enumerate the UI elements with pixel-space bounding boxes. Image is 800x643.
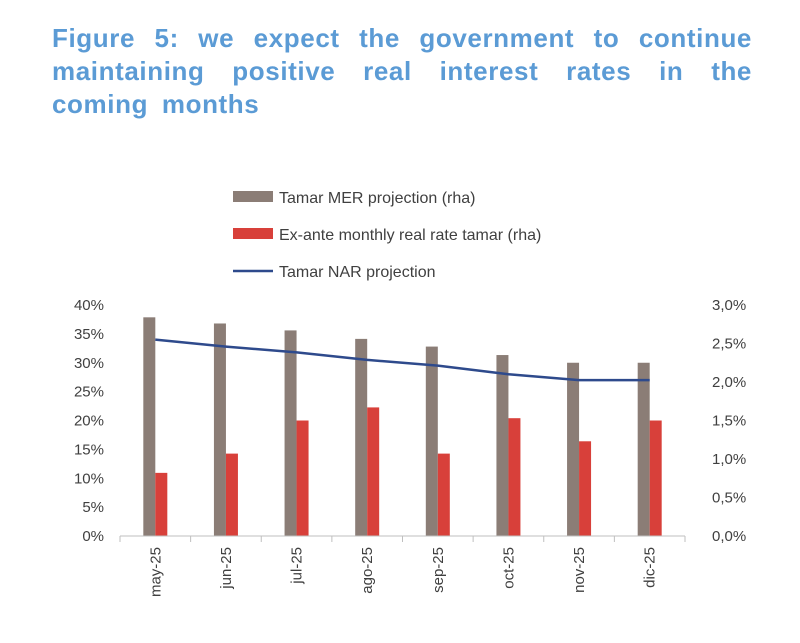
bar-ex-ante-oct-25 xyxy=(508,418,521,536)
bar-ex-ante-jun-25 xyxy=(225,453,238,536)
bar-ex-ante-sep-25 xyxy=(437,453,450,536)
bar-mer-oct-25 xyxy=(496,355,509,536)
x-tick-label: jul-25 xyxy=(289,547,306,585)
bar-mer-nov-25 xyxy=(567,362,580,536)
bar-ex-ante-ago-25 xyxy=(367,407,380,536)
right-tick-label: 3,0% xyxy=(712,297,746,314)
x-tick-label: jun-25 xyxy=(218,547,235,590)
legend-swatch-1 xyxy=(233,191,273,202)
chart-legend: Tamar MER projection (rha) Ex-ante monthl… xyxy=(233,190,541,281)
left-tick-label: 10% xyxy=(74,470,104,487)
right-tick-label: 1,5% xyxy=(712,413,746,430)
legend-label-3: Tamar NAR projection xyxy=(279,264,436,281)
left-tick-label: 35% xyxy=(74,326,104,343)
bar-ex-ante-may-25 xyxy=(155,472,168,536)
right-tick-label: 0,5% xyxy=(712,490,746,507)
right-tick-label: 2,5% xyxy=(712,336,746,353)
x-axis: may-25 jun-25 jul-25 ago-25 sep-25 oct-25 nov-… xyxy=(119,535,686,597)
line-series xyxy=(155,338,650,382)
x-tick-label: may-25 xyxy=(147,547,164,597)
bar-ex-ante-nov-25 xyxy=(579,441,592,536)
legend-label-2: Ex-ante monthly real rate tamar (rha) xyxy=(279,227,541,244)
x-tick-label: sep-25 xyxy=(430,547,447,593)
bar-mer-sep-25 xyxy=(425,346,438,536)
x-tick-label: dic-25 xyxy=(642,547,659,588)
bar-ex-ante-dic-25 xyxy=(649,420,662,536)
bar-mer-jun-25 xyxy=(213,323,226,536)
bar-mer-may-25 xyxy=(143,317,156,536)
left-tick-label: 20% xyxy=(74,413,104,430)
figure-title: Figure 5: we expect the government to co… xyxy=(52,23,752,119)
right-tick-label: 0,0% xyxy=(712,528,746,545)
left-tick-label: 25% xyxy=(74,384,104,401)
legend-swatch-2 xyxy=(233,228,273,239)
bar-series xyxy=(143,317,662,536)
left-tick-label: 30% xyxy=(74,355,104,372)
legend-label-1: Tamar MER projection (rha) xyxy=(279,190,476,207)
line-nar xyxy=(155,338,650,382)
left-tick-label: 5% xyxy=(82,499,104,516)
x-tick-label: oct-25 xyxy=(500,547,517,589)
right-axis: 0,0% 0,5% 1,0% 1,5% 2,0% 2,5% 3,0% xyxy=(712,297,746,545)
left-tick-label: 40% xyxy=(74,297,104,314)
x-tick-label: nov-25 xyxy=(571,547,588,593)
left-tick-label: 15% xyxy=(74,441,104,458)
left-axis: 0% 5% 10% 15% 20% 25% 30% 35% 40% xyxy=(74,297,104,545)
left-tick-label: 0% xyxy=(82,528,104,545)
bar-mer-dic-25 xyxy=(637,362,650,536)
right-tick-label: 1,0% xyxy=(712,451,746,468)
x-tick-label: ago-25 xyxy=(359,547,376,594)
bar-ex-ante-jul-25 xyxy=(296,420,309,536)
bar-mer-ago-25 xyxy=(355,338,368,536)
right-tick-label: 2,0% xyxy=(712,374,746,391)
bar-mer-jul-25 xyxy=(284,330,297,536)
